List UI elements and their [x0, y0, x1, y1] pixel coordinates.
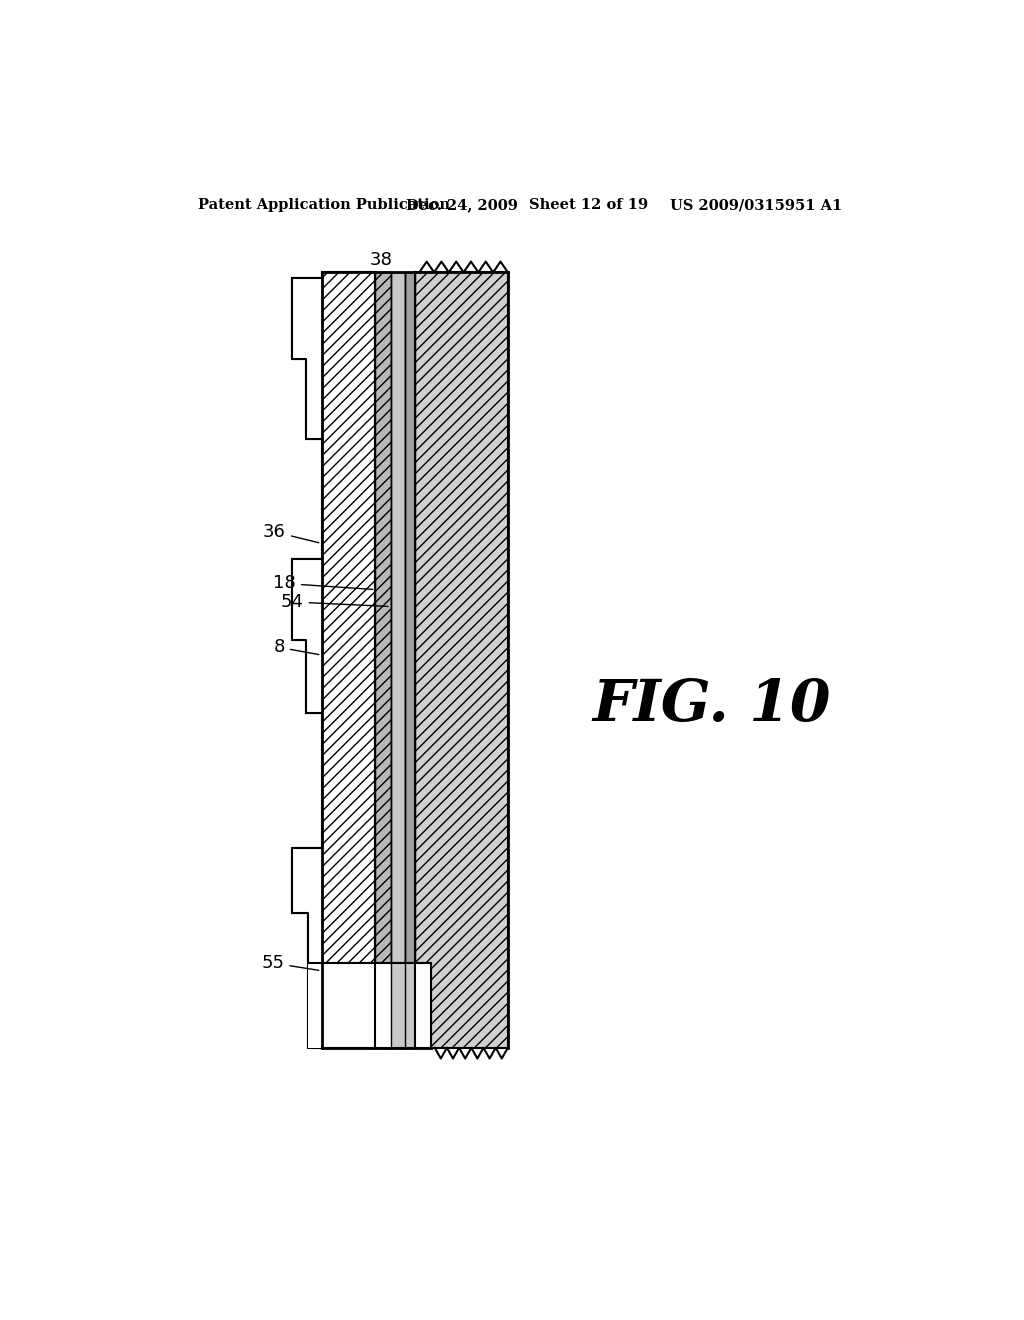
Bar	[306, 359, 322, 440]
Bar	[292, 558, 322, 640]
Text: 54: 54	[281, 593, 388, 611]
Bar	[307, 964, 431, 1048]
Bar	[376, 272, 391, 1048]
Bar	[322, 272, 376, 1048]
Bar	[292, 847, 322, 913]
Bar	[391, 964, 416, 1048]
Text: 36: 36	[263, 523, 318, 543]
Bar	[404, 272, 416, 1048]
Bar	[307, 913, 322, 964]
Text: Sheet 12 of 19: Sheet 12 of 19	[529, 198, 648, 213]
Bar	[306, 640, 322, 713]
Bar	[307, 913, 322, 964]
Bar	[292, 277, 322, 359]
Bar	[306, 640, 322, 713]
Text: 55: 55	[261, 954, 318, 972]
Text: Patent Application Publication: Patent Application Publication	[199, 198, 451, 213]
Bar	[292, 277, 322, 359]
Text: 38: 38	[370, 251, 392, 272]
Bar	[391, 272, 404, 1048]
Bar	[307, 964, 431, 1048]
Bar	[292, 847, 322, 913]
Text: FIG. 10: FIG. 10	[593, 677, 831, 734]
Text: US 2009/0315951 A1: US 2009/0315951 A1	[670, 198, 842, 213]
Text: 8: 8	[273, 639, 318, 656]
Bar	[416, 272, 508, 1048]
Text: 18: 18	[273, 574, 373, 593]
Text: Dec. 24, 2009: Dec. 24, 2009	[407, 198, 518, 213]
Bar	[306, 359, 322, 440]
Bar	[292, 558, 322, 640]
